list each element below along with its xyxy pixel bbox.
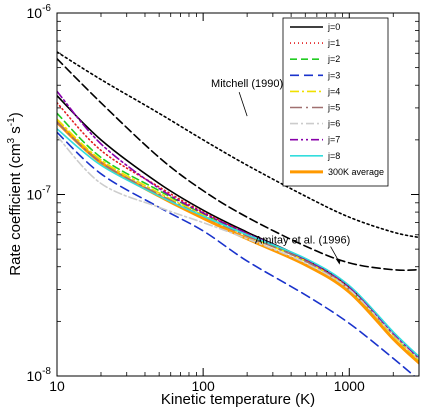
y-tick-label-base: 10 [27,368,43,384]
series-line-j-3 [57,131,416,376]
series-line-j-7 [57,90,419,359]
x-axis-label: Kinetic temperature (K) [161,391,315,408]
y-axis-label-sup1: 3 [6,137,17,143]
series-line-j-6 [57,135,419,360]
series-line-11 [57,57,419,272]
x-tick-label: 10 [49,378,65,394]
x-tick-label: 1000 [334,378,365,394]
y-tick-label-exponent: -6 [42,3,51,14]
y-axis-label-main: Rate coefficient (cm [7,143,24,275]
legend-label: j=8 [327,151,340,161]
legend-label: j=1 [327,38,340,48]
annotation-label: Mitchell (1990) [211,78,283,90]
y-tick-label: 10-6 [27,3,52,21]
y-tick-label-base: 10 [27,187,43,203]
legend-label: j=0 [327,22,340,32]
y-axis-label-end: ) [7,112,24,117]
y-axis-label-sup2: -1 [6,117,17,126]
legend-box [282,17,389,187]
y-axis-label-mid: s [7,126,24,138]
annotation-label: Amitay et al. (1996) [255,235,350,247]
series-line-10 [57,51,419,239]
y-tick-label: 10-7 [27,185,52,203]
y-tick-label-exponent: -7 [42,185,51,196]
y-tick-label-base: 10 [27,5,43,21]
annotations-layer: Mitchell (1990) Amitay et al. (1996) [211,78,350,265]
legend: j=0 j=1 j=2 j=3 j=4 j=5 j=6 j=7 j=8 300K average [282,17,389,187]
x-tick-label: 100 [191,378,215,394]
y-tick-label: 10-8 [27,366,52,384]
legend-label: j=4 [327,86,340,96]
legend-label: j=2 [327,54,340,64]
legend-label: j=3 [327,70,340,80]
plot-frame [56,12,420,377]
annotation-arrowhead [335,258,341,265]
legend-label: j=7 [327,135,340,145]
legend-label: j=6 [327,119,340,129]
annotation-pointer [238,92,248,117]
series-layer [57,51,419,376]
y-axis-label: Rate coefficient (cm3 s-1) [6,112,24,275]
y-tick-label-exponent: -8 [42,366,51,377]
legend-label: j=5 [327,103,340,113]
legend-label: 300K average [328,167,384,177]
series-line-j-8 [57,128,419,358]
